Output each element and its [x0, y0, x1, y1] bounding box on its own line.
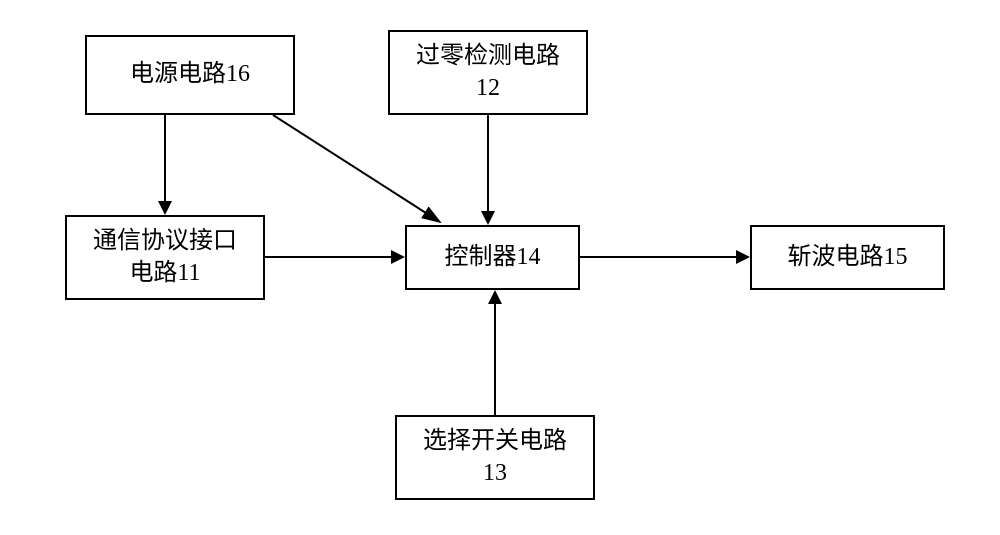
node-comm-protocol-label: 通信协议接口 电路11 [93, 226, 237, 288]
edge-power-to-comm [164, 115, 166, 201]
node-power-circuit: 电源电路16 [85, 35, 295, 115]
node-controller-label: 控制器14 [445, 242, 541, 273]
edge-selector-to-controller-head [488, 290, 502, 304]
edge-selector-to-controller [494, 304, 496, 415]
node-selector-switch-label: 选择开关电路 13 [423, 426, 567, 488]
node-zero-crossing: 过零检测电路 12 [388, 30, 588, 115]
node-chopper: 斩波电路15 [750, 225, 945, 290]
node-power-circuit-label: 电源电路16 [130, 59, 250, 90]
edge-comm-to-controller-head [391, 250, 405, 264]
node-selector-switch: 选择开关电路 13 [395, 415, 595, 500]
edge-zero-to-controller [487, 115, 489, 211]
node-controller: 控制器14 [405, 225, 580, 290]
edge-controller-to-chopper [580, 256, 736, 258]
node-chopper-label: 斩波电路15 [788, 242, 908, 273]
node-comm-protocol: 通信协议接口 电路11 [65, 215, 265, 300]
edge-zero-to-controller-head [481, 211, 495, 225]
node-zero-crossing-label: 过零检测电路 12 [416, 41, 560, 103]
edge-power-to-comm-head [158, 201, 172, 215]
edge-controller-to-chopper-head [736, 250, 750, 264]
edge-comm-to-controller [265, 256, 391, 258]
